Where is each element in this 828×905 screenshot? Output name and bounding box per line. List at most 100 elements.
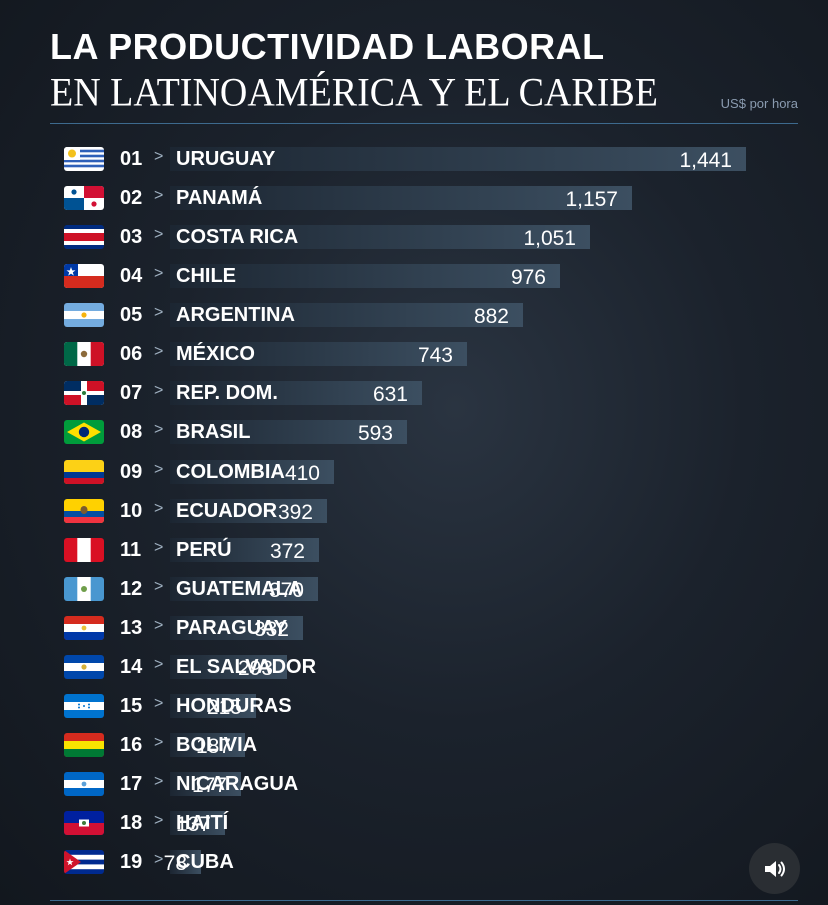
- chevron-right-icon: >: [154, 734, 164, 752]
- bar: [170, 733, 245, 758]
- bar: [170, 537, 319, 562]
- chevron-right-icon: >: [154, 694, 164, 712]
- rank-label: 15: [120, 694, 143, 717]
- value-label: 78: [163, 852, 187, 876]
- chart-row: 13 > PARAGUAY 332: [0, 609, 828, 648]
- chevron-right-icon: >: [154, 304, 164, 322]
- chevron-right-icon: >: [154, 187, 164, 205]
- flag-paraguay-icon: [64, 615, 104, 640]
- country-label: PERÚ: [176, 538, 232, 561]
- flag-argentina-icon: [64, 303, 104, 328]
- flag-peru-icon: [64, 537, 104, 562]
- flag-cuba-icon: [64, 850, 104, 875]
- chart-row: 17 > NICARAGUA 177: [0, 765, 828, 804]
- chevron-right-icon: >: [154, 226, 164, 244]
- bar: [170, 342, 467, 367]
- chevron-right-icon: >: [154, 499, 164, 517]
- country-label: PARAGUAY: [176, 616, 288, 639]
- value-label: 392: [277, 500, 313, 524]
- value-label: 370: [268, 578, 304, 602]
- value-label: 1,051: [523, 227, 576, 251]
- chevron-right-icon: >: [154, 851, 164, 869]
- flag-brazil-icon: [64, 420, 104, 445]
- country-label: EL SALVADOR: [176, 655, 317, 678]
- value-label: 593: [357, 422, 393, 446]
- value-label: 410: [284, 461, 320, 485]
- country-label: PANAMÁ: [176, 187, 263, 210]
- flag-bolivia-icon: [64, 733, 104, 758]
- country-label: HAITÍ: [176, 812, 229, 835]
- flag-mexico-icon: [64, 342, 104, 367]
- country-label: URUGUAY: [176, 148, 276, 170]
- country-label: REP. DOM.: [176, 382, 278, 405]
- sound-toggle-button[interactable]: [749, 843, 800, 894]
- chart-row: 08 > BRASIL 593: [0, 413, 828, 452]
- rank-label: 02: [120, 187, 143, 210]
- rank-label: 05: [120, 304, 143, 327]
- flag-chile-icon: [64, 264, 104, 289]
- flag-costa-rica-icon: [64, 225, 104, 250]
- chart-row: 06 > MÉXICO 743: [0, 335, 828, 374]
- chart-row: 19 > CUBA 78: [0, 843, 828, 882]
- flag-honduras-icon: [64, 693, 104, 718]
- bar: [170, 264, 560, 289]
- chart-row: 15 > HONDURAS 215: [0, 687, 828, 726]
- value-label: 631: [372, 383, 408, 407]
- chart-row: 05 > ARGENTINA 882: [0, 296, 828, 335]
- chevron-right-icon: >: [154, 382, 164, 400]
- bar: [170, 225, 590, 250]
- chevron-right-icon: >: [154, 460, 164, 478]
- chart-row: 09 > COLOMBIA 410: [0, 453, 828, 492]
- chevron-right-icon: >: [154, 577, 164, 595]
- rank-label: 10: [120, 499, 143, 522]
- rank-label: 04: [120, 265, 143, 288]
- value-label: 882: [473, 305, 509, 329]
- chart-row: 01 > URUGUAY 1,441: [0, 140, 828, 179]
- rank-label: 18: [120, 812, 143, 835]
- country-label: ECUADOR: [176, 499, 278, 522]
- rank-label: 14: [120, 655, 143, 678]
- bar: [170, 693, 256, 718]
- flag-colombia-icon: [64, 459, 104, 484]
- rank-label: 16: [120, 734, 143, 757]
- value-label: 332: [253, 617, 289, 641]
- unit-label: US$ por hora: [720, 96, 798, 111]
- rank-label: 17: [120, 773, 143, 796]
- bar: [170, 498, 327, 523]
- rank-label: 07: [120, 382, 143, 405]
- chart-row: 04 > CHILE 976: [0, 257, 828, 296]
- bar: [170, 850, 201, 875]
- value-label: 1,157: [565, 188, 618, 212]
- bar: [170, 654, 287, 679]
- rank-label: 12: [120, 577, 143, 600]
- flag-guatemala-icon: [64, 576, 104, 601]
- chart-row: 10 > ECUADOR 392: [0, 492, 828, 531]
- chart-row: 14 > EL SALVADOR 293: [0, 648, 828, 687]
- country-label: BOLIVIA: [176, 734, 258, 757]
- bar: [170, 186, 632, 211]
- bar: [170, 811, 225, 836]
- country-label: NICARAGUA: [176, 773, 299, 796]
- flag-haiti-icon: [64, 811, 104, 836]
- rank-label: 08: [120, 421, 143, 444]
- country-label: GUATEMALA: [176, 577, 303, 600]
- bar: [170, 381, 422, 406]
- bottom-divider: [50, 900, 798, 901]
- country-label: MÉXICO: [176, 343, 255, 366]
- chart-row: 03 > COSTA RICA 1,051: [0, 218, 828, 257]
- bar: [170, 420, 407, 445]
- country-label: HONDURAS: [176, 694, 292, 717]
- rank-label: 01: [120, 148, 143, 170]
- flag-el-salvador-icon: [64, 654, 104, 679]
- rank-label: 03: [120, 226, 143, 249]
- country-label: BRASIL: [176, 421, 251, 444]
- chevron-right-icon: >: [154, 421, 164, 439]
- bar: [170, 615, 303, 640]
- rank-label: 06: [120, 343, 143, 366]
- rank-label: 13: [120, 616, 143, 639]
- value-label: 137: [175, 813, 211, 837]
- chart-row: 16 > BOLIVIA 187: [0, 726, 828, 765]
- rank-label: 09: [120, 460, 143, 483]
- chevron-right-icon: >: [154, 343, 164, 361]
